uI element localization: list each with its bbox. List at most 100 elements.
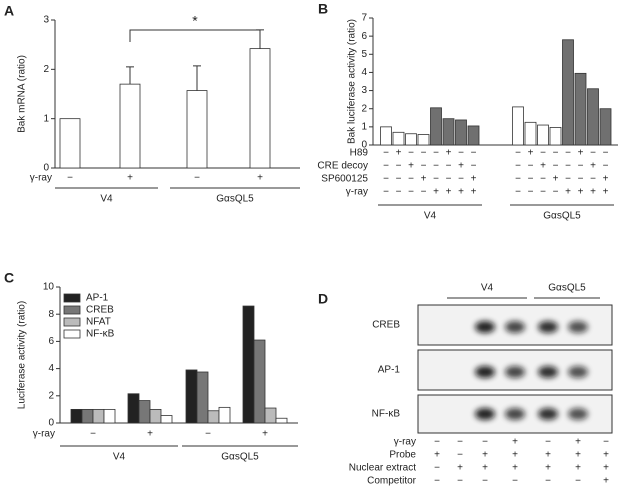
y-tick-label: 1 (361, 121, 367, 132)
legend-swatch (63, 329, 81, 339)
condition-sign: − (590, 148, 596, 159)
bar (587, 88, 599, 146)
blot-label: AP-1 (378, 365, 401, 376)
condition-sign: − (540, 187, 546, 198)
condition-sign: − (434, 476, 440, 487)
condition-sign: + (603, 463, 609, 474)
band (505, 366, 525, 378)
condition-sign: + (446, 148, 452, 159)
condition-label: Nuclear extract (349, 463, 416, 474)
condition-sign: − (458, 174, 464, 185)
y-tick-label: 2 (48, 390, 54, 401)
condition-sign: − (434, 437, 440, 448)
bar (119, 83, 141, 169)
y-tick-label: 2 (361, 103, 367, 114)
condition-sign: − (205, 429, 211, 440)
condition-sign: − (383, 174, 389, 185)
condition-sign: + (421, 174, 427, 185)
bar (92, 408, 105, 424)
condition-sign: + (257, 173, 263, 184)
group-label: V4 (424, 211, 437, 222)
legend-label: AP-1 (86, 293, 109, 304)
condition-sign: + (147, 429, 153, 440)
condition-sign: − (528, 174, 534, 185)
condition-sign: + (553, 174, 559, 185)
condition-sign: − (540, 174, 546, 185)
y-tick-label: 3 (361, 85, 367, 96)
band (475, 321, 495, 333)
band (538, 366, 558, 378)
bar (417, 134, 430, 146)
condition-sign: − (528, 187, 534, 198)
condition-sign: − (482, 476, 488, 487)
condition-sign: − (471, 161, 477, 172)
condition-sign: + (578, 148, 584, 159)
y-tick-label: 6 (361, 31, 367, 42)
panel-letter: A (4, 3, 14, 19)
y-tick-label: 6 (48, 336, 54, 347)
bar (562, 39, 574, 146)
condition-sign: − (194, 173, 200, 184)
condition-sign: + (458, 187, 464, 198)
bar (512, 106, 524, 146)
condition-sign: − (545, 476, 551, 487)
band (475, 408, 495, 420)
y-tick-label: 4 (48, 363, 54, 374)
group-label: GαsQL5 (221, 452, 259, 463)
band (505, 408, 525, 420)
condition-sign: − (421, 148, 427, 159)
condition-sign: + (458, 161, 464, 172)
condition-sign: + (603, 450, 609, 461)
bar (599, 108, 612, 146)
y-tick-label: 2 (43, 64, 49, 75)
legend-label: CREB (86, 305, 114, 316)
condition-sign: − (383, 161, 389, 172)
y-tick-label: 0 (43, 163, 49, 174)
condition-sign: − (396, 161, 402, 172)
condition-sign: − (396, 187, 402, 198)
condition-sign: − (396, 174, 402, 185)
condition-sign: − (67, 173, 73, 184)
condition-sign: + (545, 450, 551, 461)
condition-sign: − (408, 148, 414, 159)
condition-sign: + (433, 187, 439, 198)
blot-label: NF-κB (372, 409, 401, 420)
bar (160, 415, 173, 424)
bar (138, 400, 151, 424)
condition-sign: + (590, 187, 596, 198)
bar (186, 90, 208, 169)
condition-sign: − (545, 437, 551, 448)
bar (127, 393, 140, 424)
bar (442, 118, 455, 146)
y-tick-label: 0 (361, 140, 367, 151)
condition-sign: − (553, 187, 559, 198)
condition-sign: − (515, 174, 521, 185)
condition-sign: + (575, 437, 581, 448)
condition-sign: − (540, 148, 546, 159)
condition-sign: − (578, 161, 584, 172)
y-axis-label: Luciferase activity (ratio) (17, 301, 28, 409)
condition-sign: + (528, 148, 534, 159)
bar (380, 126, 392, 146)
condition-sign: − (383, 148, 389, 159)
bar (405, 133, 417, 146)
significance-bracket (129, 29, 261, 42)
condition-sign: − (408, 187, 414, 198)
bar (103, 408, 116, 424)
group-label: V4 (481, 283, 494, 294)
band (538, 321, 558, 333)
condition-sign: − (457, 437, 463, 448)
condition-sign: + (482, 463, 488, 474)
panel-letter: B (318, 1, 328, 17)
condition-sign: + (434, 450, 440, 461)
y-tick-label: 0 (48, 418, 54, 429)
condition-sign: − (421, 161, 427, 172)
bar (455, 119, 467, 146)
condition-sign: − (90, 429, 96, 440)
condition-sign: − (515, 161, 521, 172)
bar (70, 408, 83, 424)
legend-label: NFAT (86, 317, 111, 328)
condition-sign: + (262, 429, 268, 440)
condition-sign: − (603, 161, 609, 172)
condition-sign: + (471, 174, 477, 185)
